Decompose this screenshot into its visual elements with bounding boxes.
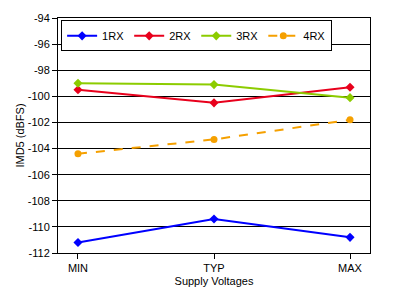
svg-text:-108: -108 [28,195,50,207]
svg-text:2RX: 2RX [169,30,191,42]
svg-text:-110: -110 [29,221,50,233]
svg-text:-94: -94 [34,12,50,24]
svg-text:IMD5 (dBFS): IMD5 (dBFS) [14,103,26,167]
svg-text:TYP: TYP [203,262,224,274]
svg-text:-98: -98 [34,64,50,76]
svg-text:1RX: 1RX [102,30,124,42]
svg-text:3RX: 3RX [236,30,258,42]
svg-text:-102: -102 [28,116,50,128]
svg-text:-106: -106 [28,169,50,181]
svg-text:-100: -100 [28,90,50,102]
svg-text:MIN: MIN [68,262,88,274]
svg-text:Supply Voltages: Supply Voltages [175,275,254,287]
svg-text:-104: -104 [28,142,50,154]
svg-text:-96: -96 [34,38,50,50]
svg-text:MAX: MAX [338,262,363,274]
svg-text:-112: -112 [29,247,50,259]
svg-text:4RX: 4RX [303,30,325,42]
